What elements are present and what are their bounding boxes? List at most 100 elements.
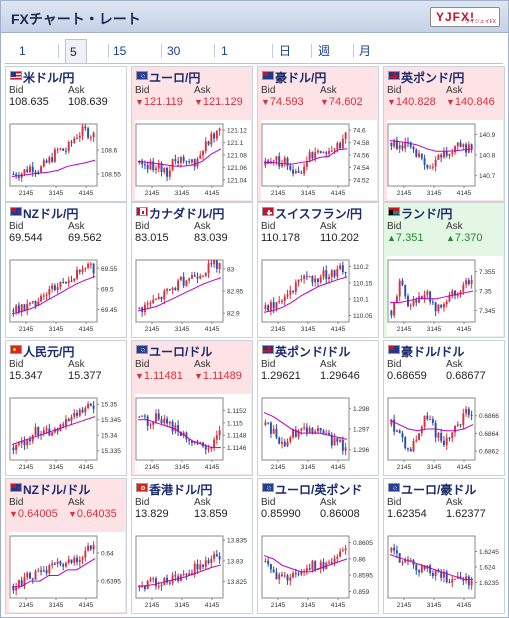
candle-body [26,169,29,173]
candle-body [143,304,146,312]
candle-body [81,268,84,272]
candle-body [437,433,440,438]
x-tick-label: 2145 [145,602,160,609]
ask-value: 1.29646 [320,370,360,382]
yjfx-logo[interactable]: YJFX! ワイジェイFX [430,7,500,27]
ask-label: Ask [68,359,85,370]
rate-card[interactable]: ユーロ/円 Bid Ask ▼121.119 ▼121.129 121.12 121.1 12… [131,66,253,202]
rate-card[interactable]: ユーロ/英ポンド Bid Ask 0.85990 0.86008 0.8605 0.86 0.… [257,478,379,614]
rate-card[interactable]: ユーロ/豪ドル Bid Ask 1.62354 1.62377 1.6245 1.624 1.… [383,478,505,614]
ask-value: 0.68677 [446,370,486,382]
bid-value: 0.85990 [261,508,301,520]
currency-pair-name: ユーロ/円 [149,71,201,85]
rate-card[interactable]: 英ポンド/円 Bid Ask ▼140.828 ▼140.846 140.9 140.8 14… [383,66,505,202]
candle-body [149,161,152,170]
candle-body [305,568,308,572]
moving-average-line [264,148,348,165]
candle-body [440,433,443,441]
candle-body [174,575,177,577]
candle-body [196,158,199,167]
rate-card[interactable]: 人民元/円 Bid Ask 15.347 15.377 15.35 15.345 15.34 1… [5,340,127,476]
bid-price: 1.29621 [261,370,301,382]
candle-body [179,276,182,281]
ask-value: ▼1.11489 [194,370,242,382]
bid-price: 0.64005 [17,508,58,520]
candle-body [163,167,166,173]
au-flag-icon [262,71,274,80]
candle-body [42,295,45,297]
candle-body [163,418,166,424]
candle-body [308,428,311,433]
ch-flag-icon [262,207,274,216]
candle-body [278,437,281,444]
chart-svg: 1.1152 1.115 1.1148 1.1146 2145 3145 4145 [135,397,247,471]
candle-body [418,296,421,303]
rate-card[interactable]: 英ポンド/ドル Bid Ask 1.29621 1.29646 1.298 1.297 1.2… [257,340,379,476]
rate-card[interactable]: ユーロ/ドル Bid Ask ▼1.11481 ▼1.11489 1.1152 1.115 1… [131,340,253,476]
candle-body [305,161,308,167]
rate-card[interactable]: 豪ドル/ドル Bid Ask 0.68659 0.68677 0.6866 0.6864 0.… [383,340,505,476]
candle-body [207,448,210,450]
rate-card[interactable]: 豪ドル/円 Bid Ask ▼74.593 ▼74.602 74.6 74.58 74.56 7… [257,66,379,202]
bid-price: 110.178 [261,232,300,244]
tab-1min[interactable]: 1分足 [19,44,31,106]
rate-card[interactable]: スイスフラン/円 Bid Ask 110.178 110.202 110.2 110.15 1… [257,202,379,338]
candle-body [437,154,440,160]
candle-body [166,418,169,424]
x-tick-label: 3145 [49,326,64,333]
ask-label: Ask [446,497,463,508]
tab-30min[interactable]: 30分足 [167,44,181,106]
x-tick-label: 4145 [79,464,94,471]
rate-card[interactable]: ランド/円 Bid Ask ▲7.351 ▲7.370 7.355 7.35 7.345 214… [383,202,505,338]
tab-daily[interactable]: 日足 [279,44,292,82]
candle-body [78,409,81,416]
candle-body [196,276,199,279]
candle-body [393,302,396,316]
candle-body [177,280,180,291]
candle-body [401,562,404,564]
x-tick-label: 2145 [397,190,412,197]
candle-body [81,409,84,413]
candle-body [303,275,306,279]
rate-card[interactable]: 米ドル/円 Bid Ask 108.635 108.639 108.6 108.55 2145… [5,66,127,202]
candle-body [29,572,31,579]
candle-body [87,403,90,409]
bid-price: 7.351 [395,232,424,244]
tab-1hour[interactable]: 1時間足 [221,44,233,130]
ask-label: Ask [68,85,85,96]
candle-body [344,447,347,451]
chart-svg: 74.6 74.58 74.56 74.54 74.52 2145 3145 4145 [261,123,370,197]
rate-card[interactable]: NZドル/ドル Bid Ask ▼0.64005 ▼0.64035 0.64 0.6395 2… [5,478,127,614]
candle-body [319,428,322,431]
candle-body [272,160,275,162]
x-tick-label: 3145 [49,464,64,471]
candle-body [470,414,473,416]
x-tick-label: 4145 [205,602,220,609]
candle-body [185,280,188,286]
ask-value: 15.377 [68,370,102,382]
candle-body [51,157,54,162]
rate-card[interactable]: カナダドル/円 Bid Ask 83.015 83.039 83 82.95 82.9 2145… [131,202,253,338]
candle-body [37,427,40,436]
x-tick-label: 3145 [427,190,442,197]
tab-5min[interactable]: 5分足 [65,39,87,107]
candle-body [143,164,146,166]
moving-average-line [137,564,222,587]
rate-card[interactable]: 香港ドル/円 Bid Ask 13.829 13.859 13.835 13.83 13.82… [131,478,253,614]
y-tick-label: 121.06 [227,165,247,172]
bid-label: Bid [9,359,24,370]
x-tick-label: 2145 [19,190,34,197]
x-tick-label: 3145 [175,464,190,471]
y-tick-label: 15.345 [101,417,121,424]
candle-body [40,570,43,572]
candle-body [311,561,314,570]
candle-body [62,424,65,426]
rate-card[interactable]: NZドル/円 Bid Ask 69.544 69.562 69.55 69.5 69.45 21… [5,202,127,338]
candle-body [305,275,308,277]
y-tick-label: 121.1 [227,140,244,147]
tab-15min[interactable]: 15分足 [113,44,127,106]
tab-weekly[interactable]: 週足 [318,44,331,82]
tab-monthly[interactable]: 月足 [359,44,372,82]
y-tick-label: 0.6866 [479,413,499,420]
moving-average-line [263,555,348,573]
